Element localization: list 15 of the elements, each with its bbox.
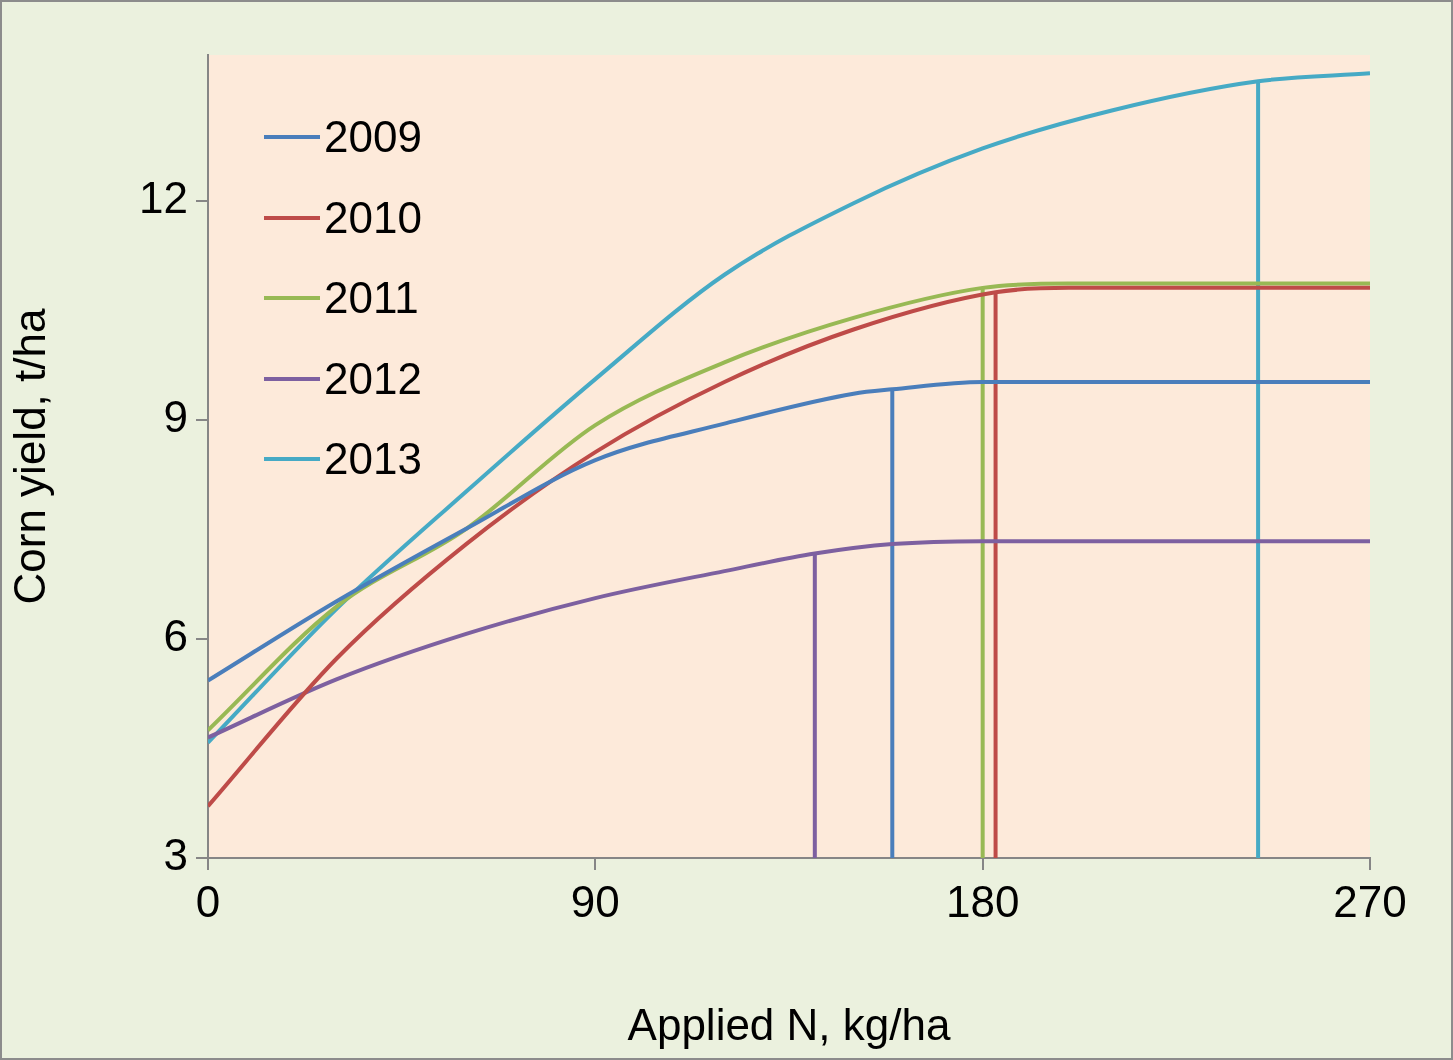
legend-label: 2010 — [324, 192, 422, 243]
legend-label: 2011 — [324, 273, 419, 324]
y-tick-label: 12 — [139, 173, 188, 223]
x-tick-label: 270 — [1333, 876, 1407, 926]
legend-label: 2012 — [324, 353, 422, 404]
x-tick-label: 180 — [945, 876, 1020, 926]
y-axis-title: Corn yield, t/ha — [4, 308, 54, 605]
y-tick-label: 9 — [163, 392, 188, 442]
legend-label: 2013 — [324, 434, 422, 485]
y-tick-label: 6 — [163, 611, 188, 661]
x-tick-label: 90 — [570, 876, 620, 926]
legend-label: 2009 — [324, 112, 422, 163]
x-axis-title: Applied N, kg/ha — [627, 999, 951, 1049]
x-tick-label: 0 — [195, 876, 221, 926]
y-tick-label: 3 — [163, 830, 188, 880]
